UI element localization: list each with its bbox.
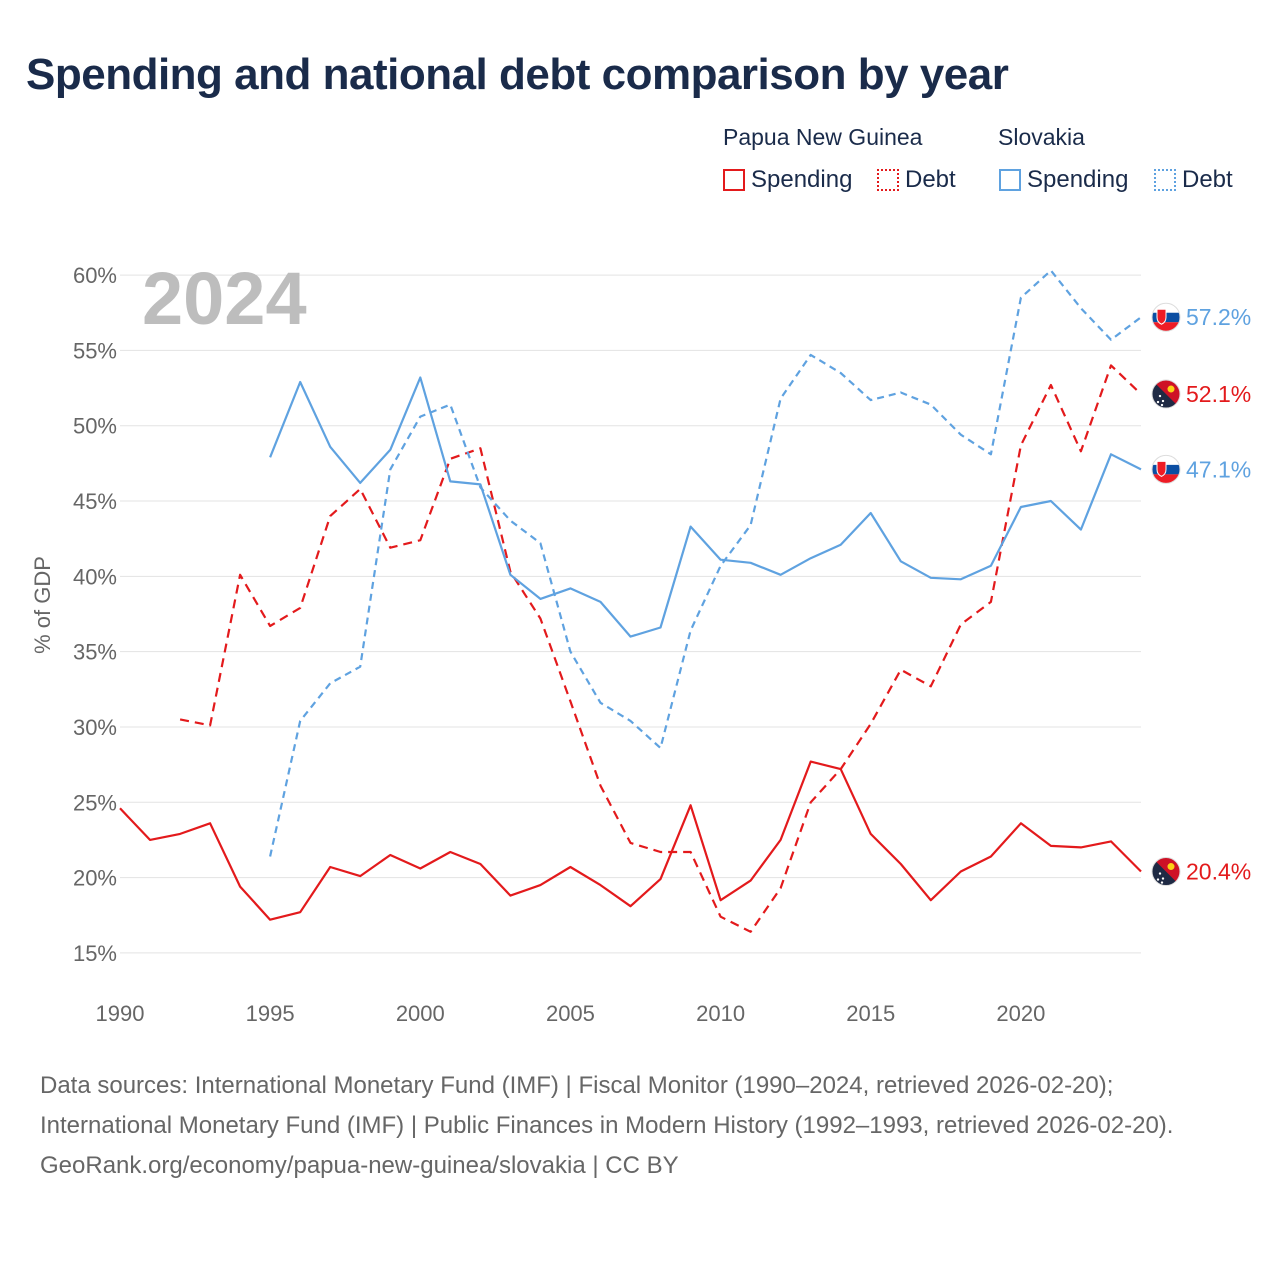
legend-swatch-png-spending [723, 169, 745, 191]
legend-item-png-debt[interactable]: Debt [877, 166, 956, 194]
legend-swatch-svk-spending [999, 169, 1021, 191]
y-tick-label: 60% [73, 263, 117, 288]
end-marker-slovakia-debt: 57.2% [1151, 302, 1251, 332]
legend-item-png-spending[interactable]: Spending [723, 166, 852, 194]
legend-label-png-spending: Spending [751, 166, 853, 193]
series-line-papua-new-guinea-debt[interactable] [179, 364, 1142, 933]
x-axis-ticks: 1990 1995 2000 2005 2010 2015 2020 [96, 1001, 1046, 1026]
series-line-papua-new-guinea-spending[interactable] [119, 760, 1142, 921]
line-chart: 15% 20% 25% 30% 35% 40% 45% 50% 55% 60% 1990 1995 2… [30, 257, 1251, 1026]
end-marker-slovakia-spending: 47.1% [1151, 454, 1251, 484]
series-line-slovakia-spending[interactable] [269, 376, 1142, 638]
legend-swatch-png-debt [877, 169, 899, 191]
gridlines [120, 274, 1141, 954]
legend-label-svk-debt: Debt [1182, 166, 1233, 193]
y-tick-label: 25% [73, 790, 117, 815]
y-tick-label: 40% [73, 564, 117, 589]
end-value-label: 52.1% [1186, 381, 1251, 407]
y-tick-label: 55% [73, 338, 117, 363]
flag-png-icon [1152, 380, 1180, 409]
series-line-slovakia-debt[interactable] [269, 269, 1142, 857]
x-tick-label: 2010 [696, 1001, 745, 1026]
legend-item-svk-debt[interactable]: Debt [1154, 166, 1233, 194]
end-value-label: 20.4% [1186, 859, 1251, 885]
end-marker-papua-new-guinea-spending: 20.4% [1151, 857, 1251, 887]
end-value-label: 47.1% [1186, 456, 1251, 482]
y-tick-label: 30% [73, 715, 117, 740]
y-tick-label: 15% [73, 941, 117, 966]
legend-label-png-debt: Debt [905, 166, 956, 193]
y-tick-label: 45% [73, 489, 117, 514]
legend-swatch-svk-debt [1154, 169, 1176, 191]
x-tick-label: 2000 [396, 1001, 445, 1026]
series-end-markers: 57.2% 52.1% 47.1% 20.4% [1151, 302, 1251, 887]
legend-group-png: Papua New Guinea [723, 124, 923, 150]
x-tick-label: 2005 [546, 1001, 595, 1026]
series-lines [119, 269, 1142, 933]
y-tick-label: 50% [73, 414, 117, 439]
x-tick-label: 2015 [846, 1001, 895, 1026]
x-tick-label: 2020 [996, 1001, 1045, 1026]
chart-title: Spending and national debt comparison by… [26, 50, 1009, 99]
flag-svk-icon [1152, 455, 1180, 484]
legend-label-svk-spending: Spending [1027, 166, 1129, 193]
flag-svk-icon [1152, 303, 1180, 332]
end-marker-papua-new-guinea-debt: 52.1% [1151, 379, 1251, 409]
y-tick-label: 20% [73, 866, 117, 891]
flag-png-icon [1152, 857, 1180, 886]
footer-credit[interactable]: GeoRank.org/economy/papua-new-guinea/slo… [40, 1152, 679, 1179]
footer-sources: Data sources: International Monetary Fun… [40, 1072, 1174, 1139]
y-tick-label: 35% [73, 640, 117, 665]
legend-item-svk-spending[interactable]: Spending [999, 166, 1128, 194]
x-tick-label: 1990 [96, 1001, 145, 1026]
end-value-label: 57.2% [1186, 304, 1251, 330]
y-axis-ticks: 15% 20% 25% 30% 35% 40% 45% 50% 55% 60% [73, 263, 117, 966]
footer: Data sources: International Monetary Fun… [40, 1066, 1240, 1186]
x-tick-label: 1995 [246, 1001, 295, 1026]
year-label: 2024 [142, 257, 307, 340]
legend-group-svk: Slovakia [998, 124, 1085, 150]
y-axis-label: % of GDP [30, 556, 55, 654]
